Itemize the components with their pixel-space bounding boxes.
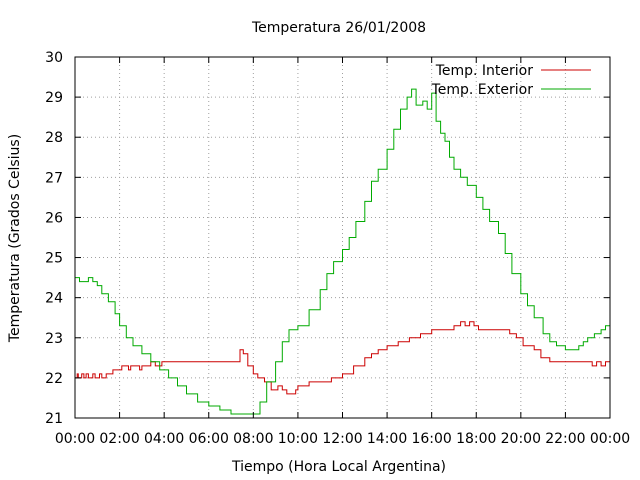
x-tick-label: 06:00 xyxy=(189,431,229,447)
y-tick-label: 30 xyxy=(45,50,63,66)
legend-label-interior: Temp. Interior xyxy=(435,63,534,79)
y-tick-label: 21 xyxy=(45,411,63,427)
series-line-exterior xyxy=(75,88,611,415)
y-tick-label: 29 xyxy=(45,90,63,106)
x-tick-label: 20:00 xyxy=(501,431,541,447)
x-tick-label: 18:00 xyxy=(456,431,496,447)
y-tick-label: 22 xyxy=(45,371,63,387)
x-tick-label: 04:00 xyxy=(144,431,184,447)
x-tick-label: 16:00 xyxy=(411,431,451,447)
x-tick-label: 00:00 xyxy=(55,431,95,447)
x-tick-label: 00:00 xyxy=(590,431,630,447)
chart-title: Temperatura 26/01/2008 xyxy=(251,20,426,36)
x-tick-label: 02:00 xyxy=(99,431,139,447)
legend: Temp. Interior Temp. Exterior xyxy=(431,63,591,98)
x-tick-label: 10:00 xyxy=(278,431,318,447)
y-tick-label: 28 xyxy=(45,130,63,146)
x-tick-label: 22:00 xyxy=(545,431,585,447)
y-axis-title: Temperatura (Grados Celsius) xyxy=(7,134,23,343)
series-line-interior xyxy=(75,321,611,395)
tick-labels: 00:00 02:00 04:00 06:00 08:00 10:00 12:00 14:00… xyxy=(45,50,630,447)
x-tick-label: 14:00 xyxy=(367,431,407,447)
y-tick-label: 26 xyxy=(45,210,63,226)
y-tick-label: 25 xyxy=(45,251,63,267)
legend-label-exterior: Temp. Exterior xyxy=(431,82,534,98)
x-tick-label: 12:00 xyxy=(322,431,362,447)
x-axis-title: Tiempo (Hora Local Argentina) xyxy=(231,459,446,475)
axis-ticks xyxy=(74,56,611,419)
series-lines xyxy=(75,88,611,415)
x-tick-label: 08:00 xyxy=(233,431,273,447)
y-tick-label: 27 xyxy=(45,170,63,186)
y-tick-label: 24 xyxy=(45,291,63,307)
grid-lines xyxy=(75,57,610,418)
y-tick-label: 23 xyxy=(45,331,63,347)
